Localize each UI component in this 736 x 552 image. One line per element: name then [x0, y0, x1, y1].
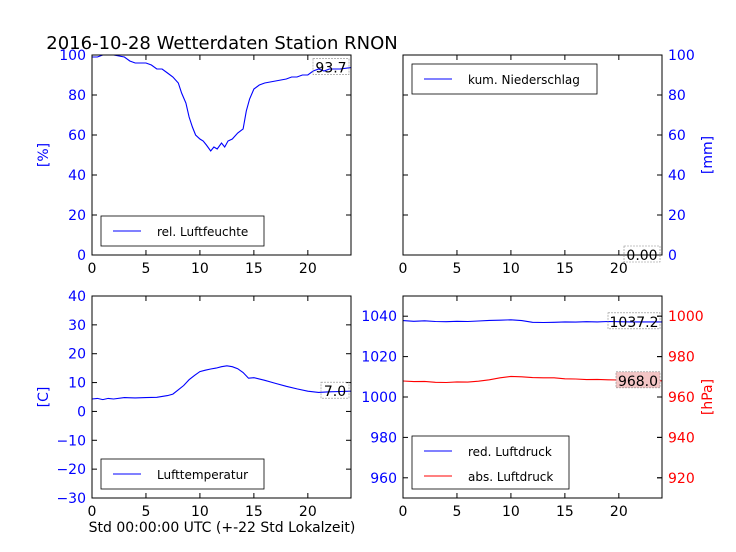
x-tick-label-humidity: 0 — [88, 261, 97, 277]
x-tick-label-humidity: 10 — [191, 261, 209, 277]
value-badge-temperature: 7.0 — [324, 384, 346, 400]
y-tick-label-humidity: 20 — [68, 208, 86, 224]
y-tick-label-temperature: −10 — [56, 433, 86, 449]
y-tick-label-pressure: 1020 — [361, 350, 397, 366]
legend-label-precipitation: kum. Niederschlag — [468, 73, 580, 87]
y-axis-label-humidity: [%] — [36, 143, 52, 167]
series-line-temperature-0 — [91, 365, 352, 401]
legend-precipitation: kum. Niederschlag — [411, 63, 598, 95]
panel-pressure: 0 5 10 15 20 960 980 1000 1020 1040 920 940 960 980 10… — [361, 295, 716, 520]
y-tick-label-temperature: −30 — [56, 491, 86, 507]
y-tick-label-temperature: −20 — [56, 462, 86, 478]
y2-tick-label-pressure: 1000 — [668, 309, 704, 325]
x-tick-label-precipitation: 10 — [502, 261, 520, 277]
y-tick-label-temperature: 20 — [68, 347, 86, 363]
legend-label-pressure: abs. Luftdruck — [468, 470, 553, 484]
x-tick-label-pressure: 15 — [556, 504, 574, 520]
panel-precipitation: 0 5 10 15 20 0 20 40 60 80 100 [mm] kum. Niederschla… — [399, 48, 716, 277]
x-tick-label-precipitation: 5 — [452, 261, 461, 277]
y-tick-label-temperature: 40 — [68, 289, 86, 305]
x-tick-label-pressure: 5 — [452, 504, 461, 520]
y-tick-label-precipitation: 60 — [668, 128, 686, 144]
y-tick-label-humidity: 60 — [68, 128, 86, 144]
value-badge-temperature-box — [320, 381, 350, 399]
y-tick-label-temperature: 30 — [68, 318, 86, 334]
y-tick-label-precipitation: 20 — [668, 208, 686, 224]
y2-tick-label-pressure: 960 — [668, 390, 695, 406]
x-axis-label: Std 00:00:00 UTC (+-22 Std Lokalzeit) — [89, 520, 356, 536]
x-tick-label-temperature: 15 — [245, 504, 263, 520]
legend-label-humidity: rel. Luftfeuchte — [157, 225, 248, 239]
x-tick-label-humidity: 20 — [299, 261, 317, 277]
legend-pressure: red. Luftdruck abs. Luftdruck — [411, 435, 570, 490]
y-tick-label-precipitation: 40 — [668, 168, 686, 184]
x-tick-label-precipitation: 20 — [610, 261, 628, 277]
y-tick-label-humidity: 0 — [77, 248, 86, 264]
y-tick-label-pressure: 960 — [370, 471, 397, 487]
x-tick-label-precipitation: 15 — [556, 261, 574, 277]
y2-tick-label-pressure: 940 — [668, 430, 695, 446]
y-axis-label-precipitation: [mm] — [700, 136, 716, 174]
y-tick-label-pressure: 1040 — [361, 309, 397, 325]
x-tick-label-temperature: 20 — [299, 504, 317, 520]
y-tick-label-humidity: 100 — [59, 48, 86, 64]
y-tick-label-humidity: 80 — [68, 88, 86, 104]
panel-temperature: 0 5 10 15 20 −30 −20 −10 0 10 20 30 40 [C] Lufttempera… — [36, 289, 352, 520]
legend-humidity: rel. Luftfeuchte — [100, 215, 265, 247]
plot-frame-temperature — [91, 295, 352, 499]
x-tick-label-temperature: 0 — [88, 504, 97, 520]
x-tick-label-pressure: 0 — [399, 504, 408, 520]
x-tick-label-pressure: 20 — [610, 504, 628, 520]
x-tick-label-humidity: 15 — [245, 261, 263, 277]
value-badge-precipitation: 0.00 — [626, 248, 657, 264]
y-tick-label-precipitation: 0 — [668, 248, 677, 264]
x-tick-label-precipitation: 0 — [399, 261, 408, 277]
legend-label-pressure: red. Luftdruck — [468, 445, 552, 459]
value-badge-humidity-box — [312, 58, 350, 75]
y2-tick-label-pressure: 980 — [668, 350, 695, 366]
y2-tick-label-pressure: 920 — [668, 471, 695, 487]
value-badge-right-pressure-box — [615, 371, 661, 389]
y-tick-label-pressure: 1000 — [361, 390, 397, 406]
x-tick-label-pressure: 10 — [502, 504, 520, 520]
y-tick-label-humidity: 40 — [68, 168, 86, 184]
y-tick-label-precipitation: 100 — [668, 48, 695, 64]
value-badge-right-pressure: 968.0 — [618, 374, 658, 390]
plot-frame-precipitation — [402, 54, 663, 256]
legend-temperature: Lufttemperatur — [100, 458, 265, 490]
x-tick-label-temperature: 5 — [141, 504, 150, 520]
y-tick-label-temperature: 10 — [68, 376, 86, 392]
legend-label-temperature: Lufttemperatur — [157, 468, 248, 482]
legend-box-pressure — [411, 435, 570, 490]
series-line-pressure-0 — [402, 319, 662, 324]
y-tick-label-temperature: 0 — [77, 404, 86, 420]
y-tick-label-precipitation: 80 — [668, 88, 686, 104]
y-axis-label-pressure: [hPa] — [700, 379, 716, 415]
value-badge-precipitation-box — [623, 245, 661, 263]
x-tick-label-temperature: 10 — [191, 504, 209, 520]
series-line-humidity-0 — [92, 54, 352, 152]
plot-frame-humidity — [91, 54, 352, 256]
value-badge-pressure: 1037.2 — [610, 315, 659, 331]
value-badge-humidity: 93.7 — [315, 61, 346, 77]
figure-title: 2016-10-28 Wetterdaten Station RNON — [46, 33, 397, 54]
y-axis-label-temperature: [C] — [36, 387, 52, 408]
x-tick-label-humidity: 5 — [141, 261, 150, 277]
y-tick-label-pressure: 980 — [370, 430, 397, 446]
panel-humidity: 0 5 10 15 20 0 20 40 60 80 100 [%] rel. Luftfeuchte 9… — [36, 48, 352, 277]
value-badge-pressure-box — [607, 312, 661, 330]
